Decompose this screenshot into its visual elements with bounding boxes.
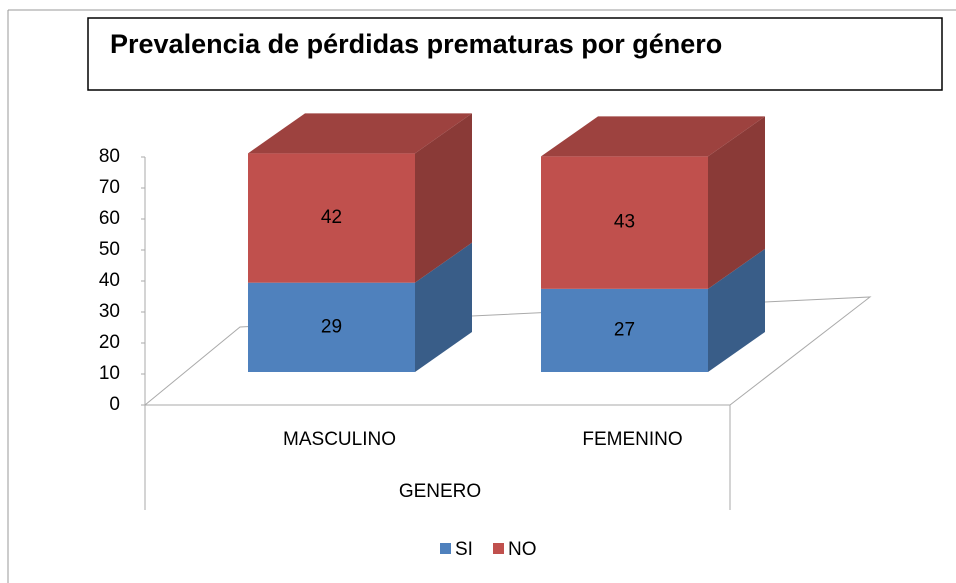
bar-side (708, 248, 765, 372)
legend-swatch (440, 543, 451, 554)
x-axis-label: GENERO (399, 481, 481, 502)
y-tick-label: 20 (99, 332, 120, 353)
bar-top (541, 116, 765, 157)
data-label: 43 (614, 212, 635, 233)
legend-swatch (493, 543, 504, 554)
x-tick-label: FEMENINO (582, 429, 682, 450)
y-tick-label: 60 (99, 208, 120, 229)
title-box (87, 17, 943, 91)
x-tick-label: MASCULINO (283, 429, 396, 450)
bar (248, 282, 415, 372)
bar (248, 153, 415, 283)
bar-side (708, 116, 765, 289)
y-tick-label: 40 (99, 270, 120, 291)
bar (541, 156, 708, 289)
y-tick-label: 70 (99, 177, 120, 198)
y-tick-label: 0 (109, 394, 120, 415)
legend-label: SI (455, 539, 473, 560)
chart-title: Prevalencia de pérdidas prematuras por g… (110, 29, 722, 59)
data-label: 29 (321, 316, 342, 337)
y-tick-label: 10 (99, 363, 120, 384)
y-tick-label: 80 (99, 146, 120, 167)
bar-side (415, 242, 472, 372)
bar-side (415, 113, 472, 283)
data-label: 42 (321, 207, 342, 228)
bar (541, 288, 708, 372)
data-label: 27 (614, 319, 635, 340)
bar-top (248, 113, 472, 154)
y-tick-label: 50 (99, 239, 120, 260)
y-tick-label: 30 (99, 301, 120, 322)
floor (143, 296, 872, 406)
legend-label: NO (508, 539, 537, 560)
